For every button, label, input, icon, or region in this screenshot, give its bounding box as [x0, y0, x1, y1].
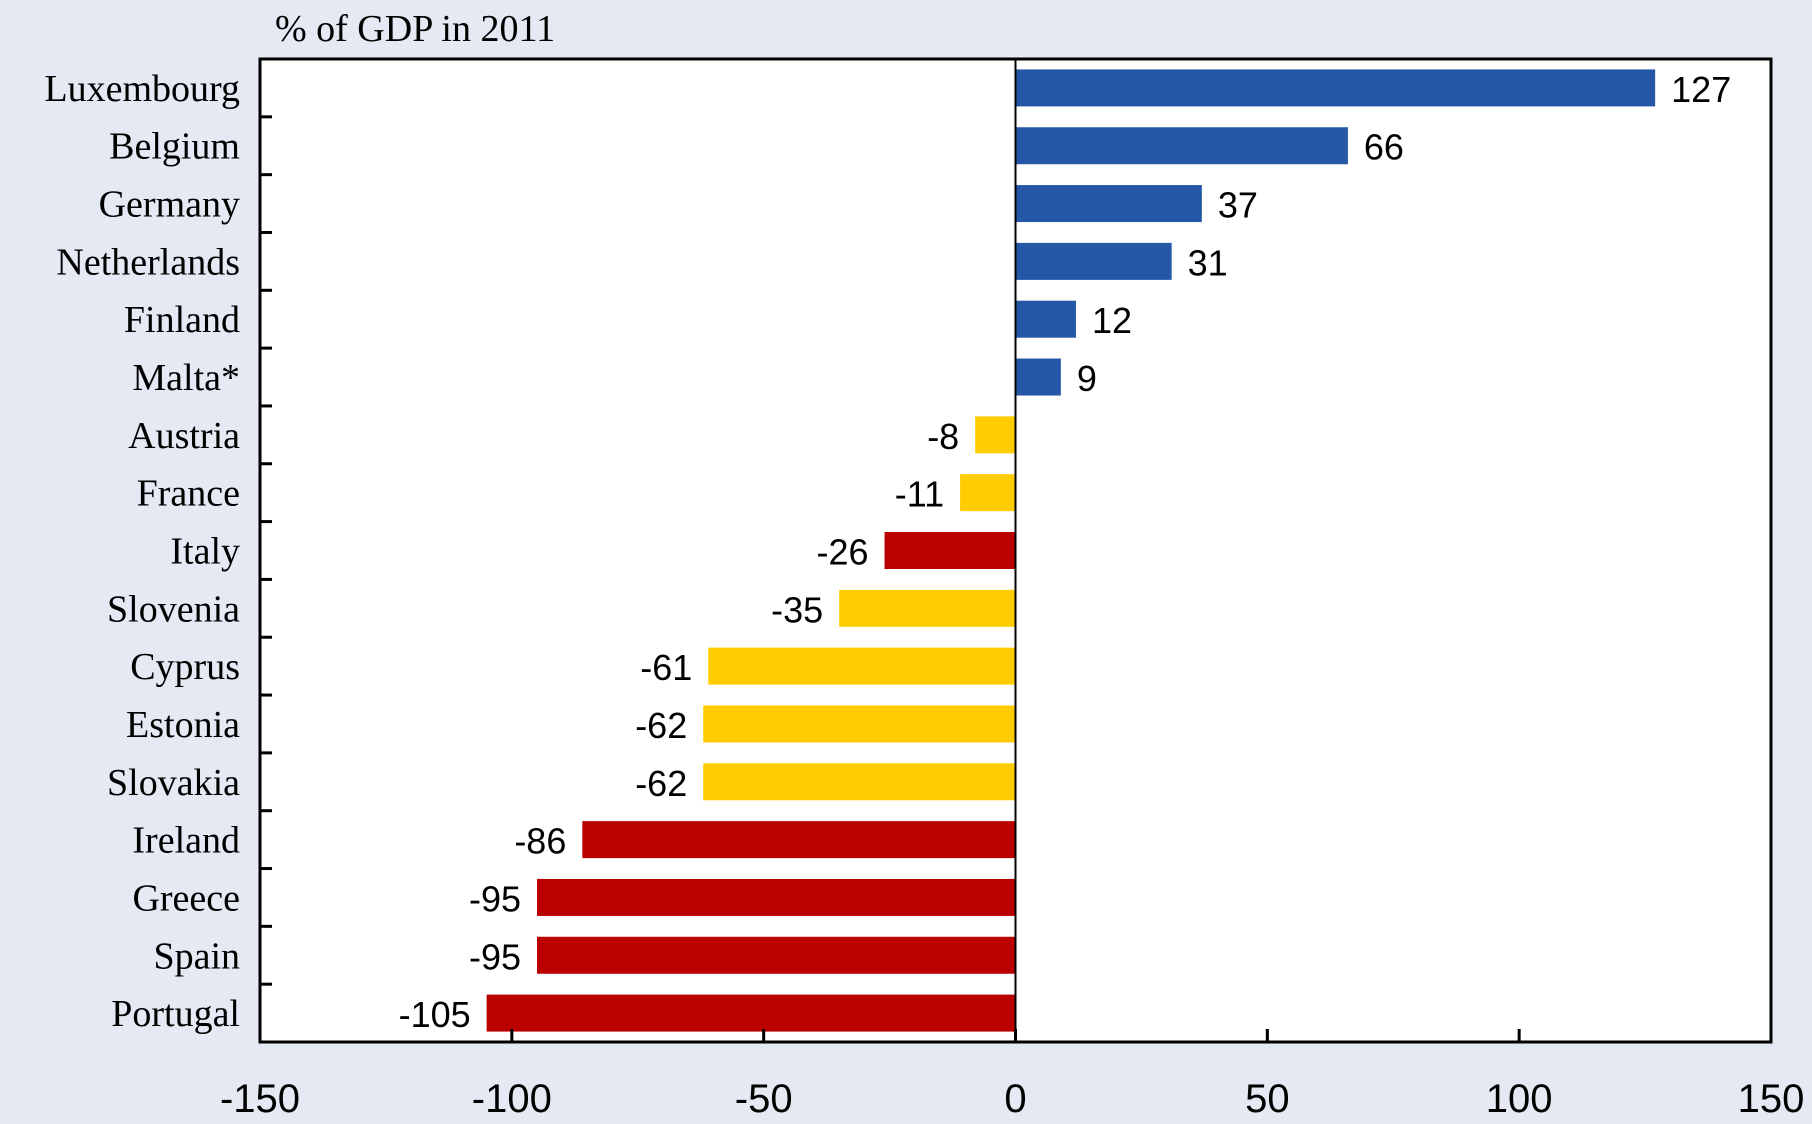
x-tick-label: 50 [1245, 1077, 1290, 1121]
bar-slovenia [839, 589, 1016, 627]
x-tick-label: -50 [735, 1077, 793, 1121]
data-label-germany: 37 [1218, 185, 1258, 226]
data-label-malta: 9 [1077, 358, 1097, 399]
bar-austria [975, 416, 1016, 454]
data-label-greece: -95 [469, 878, 521, 919]
data-label-italy: -26 [817, 532, 869, 573]
category-label-malta: Malta* [132, 357, 240, 399]
bar-france [960, 474, 1016, 512]
category-label-slovakia: Slovakia [107, 762, 240, 804]
category-axis-labels: Luxembourg Belgium Germany Netherlands Finla… [44, 68, 240, 1035]
x-tick-label: -150 [220, 1077, 300, 1121]
data-label-finland: 12 [1092, 300, 1132, 341]
data-label-spain: -95 [469, 936, 521, 977]
category-label-france: France [137, 473, 240, 515]
category-label-germany: Germany [99, 184, 240, 226]
category-label-austria: Austria [128, 415, 240, 457]
category-label-greece: Greece [132, 877, 240, 919]
category-label-estonia: Estonia [126, 704, 240, 746]
data-label-austria: -8 [927, 416, 959, 457]
bars-layer [486, 69, 1656, 1032]
x-axis-tick-labels: -150 -100 -50 0 50 100 150 [220, 1077, 1804, 1121]
data-label-netherlands: 31 [1188, 242, 1228, 283]
data-label-estonia: -62 [635, 705, 687, 746]
data-label-portugal: -105 [399, 994, 471, 1035]
category-label-netherlands: Netherlands [56, 241, 240, 283]
x-tick-label: 0 [1004, 1077, 1026, 1121]
x-tick-label: 100 [1486, 1077, 1553, 1121]
bar-belgium [1015, 127, 1348, 165]
data-label-luxembourg: 127 [1671, 69, 1731, 110]
bar-cyprus [708, 647, 1016, 685]
category-label-cyprus: Cyprus [130, 646, 240, 688]
plot-frame [258, 57, 1773, 1044]
bar-spain [537, 936, 1016, 974]
data-label-ireland: -86 [514, 821, 566, 862]
bar-italy [884, 532, 1016, 569]
bar-finland [1015, 300, 1076, 338]
category-label-portugal: Portugal [111, 993, 240, 1035]
chart-title: % of GDP in 2011 [275, 8, 555, 50]
data-labels: 127 66 37 31 12 9 -8 -11 -26 -35 -61 -62 -62 -86 -95 -9… [399, 69, 1732, 1035]
bar-germany [1015, 185, 1202, 223]
x-tick-label: 150 [1738, 1077, 1805, 1121]
bar-estonia [703, 705, 1016, 743]
bar-luxembourg [1015, 69, 1656, 107]
bar-greece [537, 878, 1016, 916]
data-label-cyprus: -61 [640, 647, 692, 688]
category-label-belgium: Belgium [109, 126, 240, 168]
data-label-belgium: 66 [1364, 127, 1404, 168]
bar-portugal [486, 994, 1016, 1032]
data-label-slovakia: -62 [635, 763, 687, 804]
category-label-ireland: Ireland [132, 820, 240, 862]
bar-slovakia [703, 763, 1016, 801]
category-label-italy: Italy [170, 531, 240, 573]
x-tick-label: -100 [472, 1077, 552, 1121]
category-label-luxembourg: Luxembourg [44, 68, 240, 110]
bar-malta [1015, 358, 1061, 396]
bar-ireland [582, 821, 1016, 859]
bar-netherlands [1015, 242, 1172, 280]
data-label-france: -11 [895, 474, 944, 515]
category-label-spain: Spain [153, 935, 240, 977]
data-label-slovenia: -35 [771, 589, 823, 630]
category-label-finland: Finland [124, 299, 240, 341]
category-label-slovenia: Slovenia [107, 588, 240, 630]
